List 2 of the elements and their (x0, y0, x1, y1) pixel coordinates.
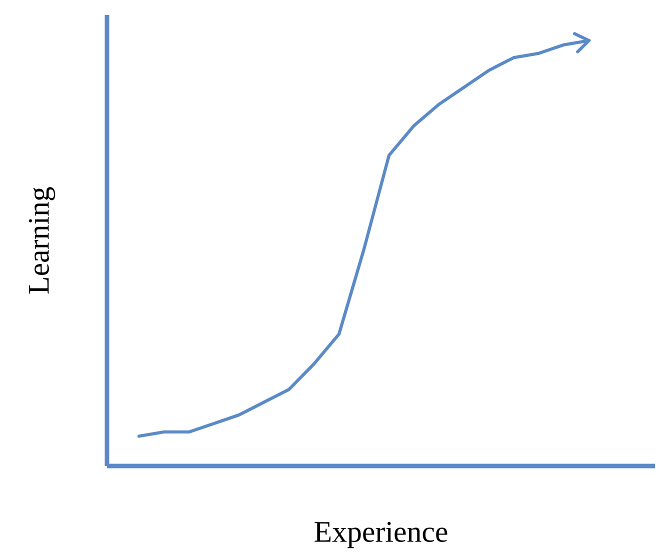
y-axis-title: Learning (28, 187, 56, 294)
x-axis-title: Experience (314, 522, 448, 548)
